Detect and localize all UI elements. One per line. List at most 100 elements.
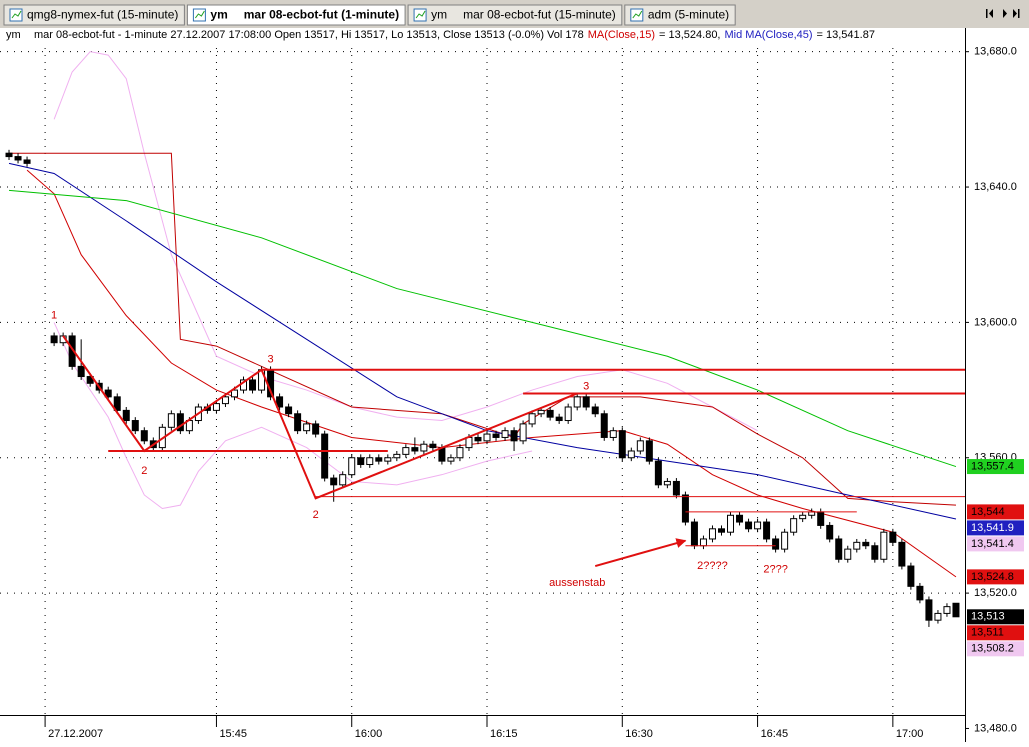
candle-body: [312, 423, 320, 435]
tab-label[interactable]: mar 08-ecbot-fut (15-minute): [463, 8, 616, 22]
candle-body: [582, 396, 590, 408]
tab-body[interactable]: [186, 4, 406, 26]
candle-body: [916, 585, 924, 601]
candle-body: [411, 447, 419, 452]
x-tick-label: 17:00: [896, 728, 924, 740]
indicator-line: [9, 152, 957, 506]
candle-body: [68, 335, 76, 367]
candle-body: [456, 447, 464, 459]
candle-body: [663, 480, 671, 486]
nav-last[interactable]: [1013, 9, 1017, 18]
info-symbol: ym: [6, 29, 21, 41]
price-label: 13,524.8: [971, 571, 1014, 583]
tab-icon-chart[interactable]: [415, 10, 426, 19]
candle-body: [303, 423, 311, 432]
y-tick-label: 13,520.0: [974, 587, 1017, 599]
candle-body: [483, 433, 491, 442]
tab-icon-chart[interactable]: [11, 10, 22, 19]
candle-body: [50, 335, 58, 344]
candle-body: [546, 409, 554, 418]
tab-body[interactable]: [3, 4, 185, 26]
plot: [0, 48, 965, 715]
candle-body: [835, 538, 843, 560]
candle-body: [384, 457, 392, 462]
price-label: 13,544: [971, 506, 1005, 518]
price-label-box: [967, 536, 1024, 552]
candle-body: [429, 443, 437, 449]
candle-body: [736, 514, 744, 523]
candle-body: [654, 460, 662, 486]
price-label-box: [967, 504, 1024, 520]
nav-prev[interactable]: [989, 9, 993, 18]
y-tick-label: 13,480.0: [974, 722, 1017, 734]
candle-body: [573, 396, 581, 408]
candle-body: [871, 545, 879, 560]
indicator-line: [8, 189, 957, 468]
candle-body: [249, 379, 257, 391]
candle-body: [754, 521, 762, 530]
tab-label[interactable]: qmg8-nymex-fut (15-minute): [27, 8, 178, 22]
tab[interactable]: qmg8-nymex-fut (15-minute): [3, 4, 185, 26]
tab[interactable]: adm (5-minute): [624, 4, 736, 26]
candle-body: [131, 420, 139, 432]
candle-body: [375, 457, 383, 462]
nav-last-bar[interactable]: [1018, 9, 1020, 18]
indicator-line: [53, 322, 533, 510]
candle-body: [681, 494, 689, 523]
candle-body: [600, 413, 608, 438]
candle-body: [844, 548, 852, 560]
candle-body: [708, 528, 716, 540]
tab-body[interactable]: [407, 4, 623, 26]
candle-body: [23, 159, 31, 164]
nav-first[interactable]: [986, 9, 988, 18]
tab-symbol[interactable]: ym: [210, 8, 227, 22]
info-text: mar 08-ecbot-fut - 1-minute 27.12.2007 1…: [34, 29, 584, 41]
tab-icon-chart[interactable]: [632, 10, 643, 19]
y-tick-label: 13,640.0: [974, 181, 1017, 193]
candle-body: [321, 433, 329, 479]
tab-symbol[interactable]: ym: [431, 8, 447, 22]
candle-body: [636, 440, 644, 452]
candle-body: [799, 514, 807, 520]
candle-body: [330, 477, 338, 486]
candle-body: [5, 152, 13, 158]
candle-body: [645, 440, 653, 462]
candle-body: [510, 430, 518, 442]
candle-body: [907, 565, 915, 587]
price-label-box: [967, 641, 1024, 657]
candle-body: [690, 521, 698, 547]
price-label-box: [967, 609, 1024, 625]
candle-body: [627, 450, 635, 459]
tab-label[interactable]: adm (5-minute): [648, 8, 729, 22]
info-ma45-value: = 13,541.87: [817, 29, 875, 41]
nav-buttons[interactable]: [986, 9, 1020, 18]
candle-body: [537, 409, 545, 415]
price-label-box: [967, 459, 1024, 475]
price-label-box: [967, 625, 1024, 641]
tab-icon-chart[interactable]: [194, 10, 205, 19]
price-label: 13,557.4: [971, 460, 1014, 472]
candle-body: [934, 612, 942, 621]
annotation: 2???: [763, 563, 787, 575]
candle-body: [474, 436, 482, 442]
annotation: 2: [141, 465, 147, 477]
price-label-box: [967, 569, 1024, 585]
tab-body[interactable]: [624, 4, 736, 26]
candle-body: [285, 406, 293, 415]
tab[interactable]: ym mar 08-ecbot-fut (15-minute): [407, 4, 623, 26]
tab[interactable]: ym mar 08-ecbot-fut (1-minute): [186, 4, 406, 26]
tab-label[interactable]: mar 08-ecbot-fut (1-minute): [244, 8, 399, 22]
candle-body: [672, 480, 680, 496]
candle-body: [898, 541, 906, 567]
candle-body: [952, 602, 960, 618]
candle-body: [465, 436, 473, 449]
candle-body: [889, 531, 897, 543]
y-tick-label: 13,600.0: [974, 316, 1017, 328]
price-label: 13,541.4: [971, 538, 1014, 550]
candle-body: [727, 514, 735, 533]
x-tick-label: 16:15: [490, 728, 518, 740]
x-tick-label: 16:00: [355, 728, 383, 740]
candle-body: [113, 396, 121, 411]
nav-next[interactable]: [1003, 9, 1007, 18]
